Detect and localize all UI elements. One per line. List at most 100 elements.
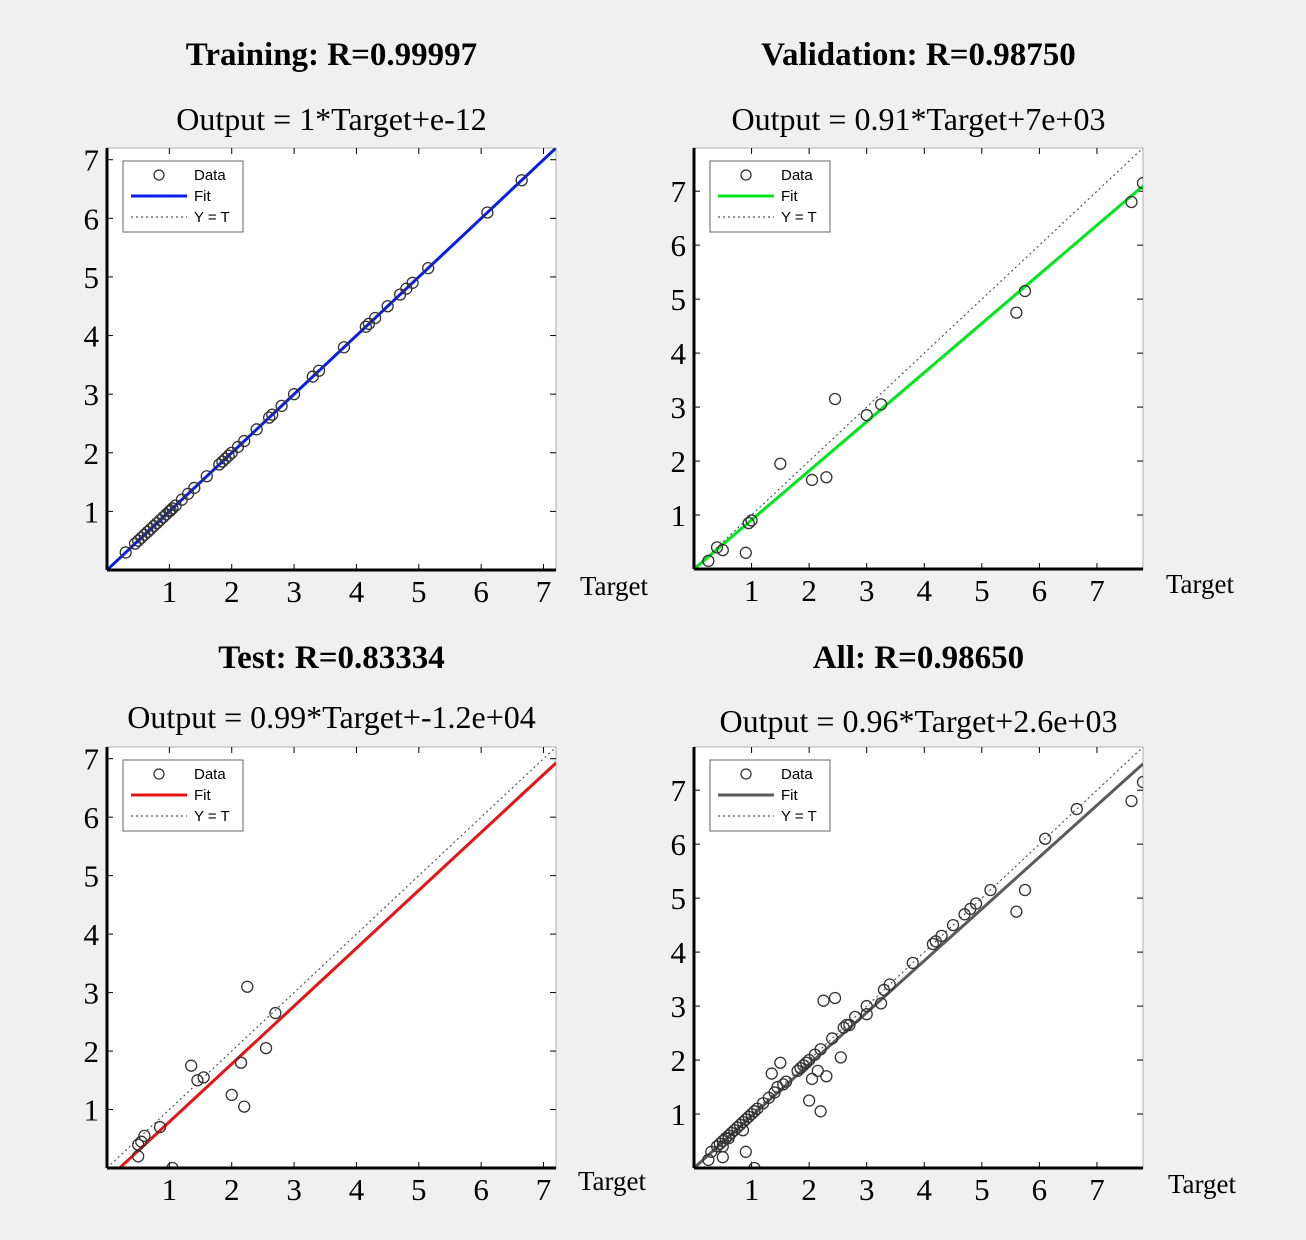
- y-tick-label: 1: [84, 494, 100, 529]
- x-tick-label: 5: [411, 1172, 427, 1207]
- y-tick-label: 2: [671, 444, 687, 479]
- x-tick-label: 3: [286, 574, 302, 609]
- data-point: [138, 1129, 151, 1142]
- legend-data-marker: [740, 768, 752, 780]
- y-tick-label: 1: [671, 1097, 687, 1132]
- data-point: [1136, 775, 1143, 789]
- y-tick-label: 3: [84, 377, 100, 412]
- y-tick-label: 5: [84, 260, 100, 295]
- data-point: [1136, 176, 1143, 190]
- chart-subtitle: Output = 1*Target+e-12: [176, 101, 487, 137]
- y-tick-label: 7: [84, 143, 100, 178]
- data-point: [935, 929, 948, 943]
- data-point: [765, 1067, 778, 1080]
- y-tick-label: 4: [84, 319, 100, 354]
- legend-label-fit: Fit: [781, 188, 798, 205]
- legend-label-data: Data: [194, 766, 226, 783]
- legend-data-marker: [740, 169, 752, 181]
- data-point: [200, 470, 213, 483]
- y-tick-label: 6: [671, 827, 687, 862]
- x-tick-label: 4: [917, 1172, 933, 1207]
- x-tick-label: 2: [801, 1172, 817, 1207]
- y-tick-label: 1: [671, 498, 687, 533]
- data-point: [135, 1135, 148, 1148]
- fit-line: [117, 761, 556, 1168]
- legend-label-identity: Y = T: [194, 209, 230, 226]
- chart-panel-3: Test: R=0.83334 Output = 0.99*Target+-1.2…: [84, 640, 647, 1207]
- legend-label-fit: Fit: [194, 787, 211, 804]
- data-point: [266, 408, 279, 421]
- data-point: [166, 502, 179, 515]
- data-point: [805, 1072, 819, 1086]
- x-tick-label: 6: [1032, 1172, 1048, 1207]
- y-tick-label: 3: [671, 390, 687, 425]
- data-point: [828, 991, 842, 1005]
- legend-label-identity: Y = T: [781, 808, 817, 825]
- data-point: [1125, 195, 1138, 209]
- data-point: [745, 514, 758, 527]
- x-tick-label: 4: [349, 1172, 365, 1207]
- data-point: [234, 1056, 248, 1069]
- data-point: [185, 1059, 198, 1072]
- chart-title: Training: R=0.99997: [186, 37, 477, 73]
- data-point: [811, 1064, 824, 1077]
- x-tick-label: 1: [162, 574, 178, 609]
- data-point: [906, 956, 919, 970]
- y-tick-label: 2: [671, 1043, 687, 1078]
- data-point: [774, 1056, 787, 1069]
- x-tick-label: 5: [974, 1172, 990, 1207]
- x-axis-label: Target: [580, 571, 649, 601]
- data-point: [984, 883, 997, 897]
- data-point: [826, 1032, 839, 1045]
- data-point: [132, 1138, 145, 1151]
- data-point: [710, 541, 724, 554]
- legend-label-fit: Fit: [194, 188, 211, 205]
- y-tick-label: 1: [84, 1093, 100, 1128]
- legend-data-marker: [153, 169, 165, 181]
- chart-subtitle: Output = 0.99*Target+-1.2e+04: [127, 699, 536, 735]
- x-tick-label: 2: [224, 1172, 240, 1207]
- data-point: [946, 918, 960, 932]
- x-tick-label: 7: [536, 1172, 552, 1207]
- y-tick-label: 7: [84, 742, 100, 777]
- data-point: [748, 1105, 761, 1118]
- data-point: [515, 174, 528, 187]
- data-point: [817, 994, 830, 1007]
- data-point: [834, 1051, 847, 1064]
- data-point: [814, 1043, 827, 1056]
- chart-title: Test: R=0.83334: [218, 640, 445, 676]
- legend-label-fit: Fit: [781, 787, 798, 804]
- x-tick-label: 4: [349, 574, 365, 609]
- data-point: [860, 409, 873, 422]
- y-tick-label: 4: [84, 917, 100, 952]
- y-tick-label: 5: [84, 859, 100, 894]
- data-point: [843, 1018, 856, 1032]
- data-point: [422, 262, 435, 275]
- x-axis-label: Target: [578, 1166, 647, 1196]
- x-tick-label: 1: [744, 1172, 760, 1207]
- y-tick-label: 7: [671, 174, 687, 209]
- data-point: [771, 1080, 784, 1094]
- y-tick-label: 6: [84, 201, 100, 236]
- data-point: [275, 399, 288, 413]
- data-point: [312, 364, 326, 377]
- legend-label-data: Data: [781, 167, 813, 184]
- data-point: [926, 937, 940, 951]
- data-point: [337, 341, 351, 354]
- data-point: [820, 471, 833, 484]
- data-point: [716, 543, 729, 557]
- data-point: [805, 473, 819, 487]
- x-tick-label: 3: [859, 573, 875, 608]
- data-point: [406, 276, 419, 289]
- data-point: [814, 1105, 827, 1118]
- legend-label-data: Data: [194, 167, 226, 184]
- x-tick-label: 6: [473, 1172, 489, 1207]
- x-axis-label: Target: [1166, 569, 1235, 599]
- data-point: [849, 1010, 862, 1024]
- data-point: [250, 423, 263, 436]
- x-tick-label: 4: [917, 573, 933, 608]
- data-point: [1018, 883, 1032, 897]
- data-point: [1010, 905, 1023, 918]
- data-point: [840, 1018, 853, 1032]
